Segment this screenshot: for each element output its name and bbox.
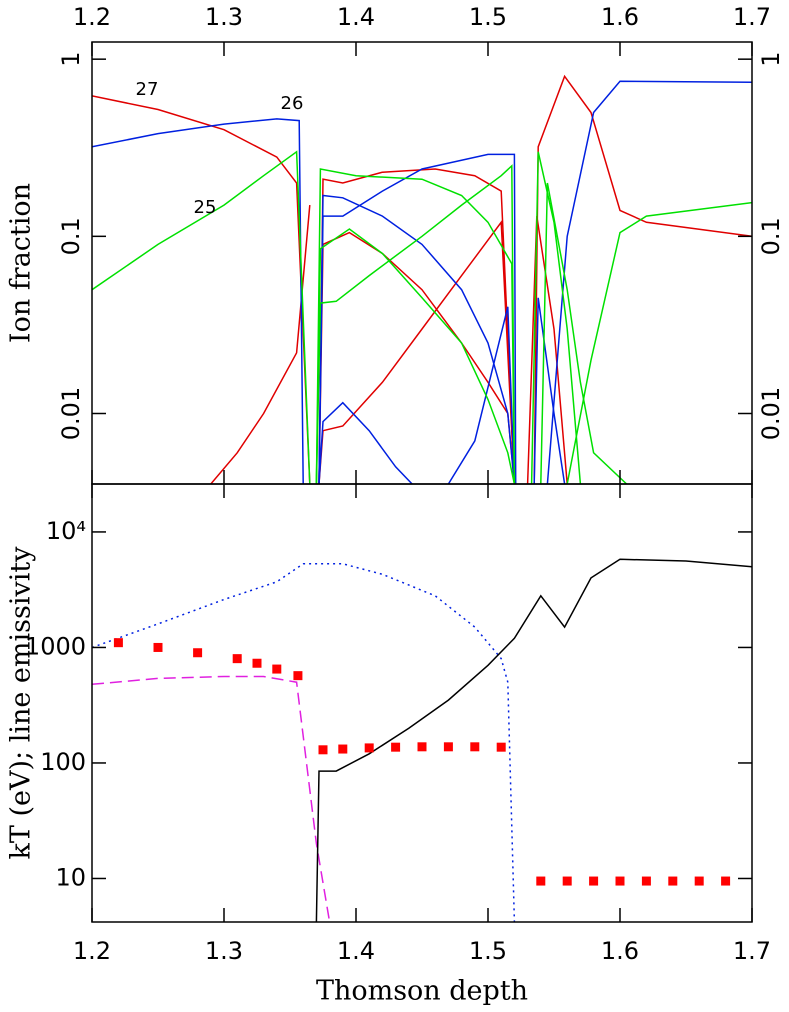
data-line: [210, 205, 311, 484]
y-tick-label: 1: [57, 52, 85, 67]
data-point: [153, 642, 163, 652]
y-tick-label: 1000: [25, 632, 86, 660]
data-point: [391, 742, 401, 752]
x-tick-label: 1.2: [73, 3, 111, 31]
x-tick-label: 1.5: [469, 3, 507, 31]
data-point: [252, 658, 262, 668]
data-line: [318, 231, 516, 484]
y-tick-label: 0.1: [57, 217, 85, 255]
data-point: [615, 876, 625, 886]
annotation: 26: [281, 93, 304, 114]
y-tick-label: 0.1: [757, 217, 785, 255]
y-axis-label: kT (eV); line emissivity: [6, 546, 37, 860]
data-point: [417, 742, 427, 752]
y-tick-label: 0.01: [757, 387, 785, 440]
data-line: [533, 74, 752, 484]
x-tick-label: 1.4: [337, 937, 375, 965]
data-point: [443, 742, 453, 752]
data-line: [92, 95, 311, 484]
data-line: [447, 306, 516, 484]
data-line: [315, 228, 516, 484]
y-tick-label: 10⁴: [46, 517, 86, 545]
y-tick-label: 1: [757, 52, 785, 67]
annotation: 27: [136, 79, 159, 100]
plot-area: [92, 74, 752, 484]
data-line: [318, 153, 517, 484]
data-point: [470, 742, 480, 752]
data-point: [641, 876, 651, 886]
data-point: [193, 648, 203, 658]
data-point: [589, 876, 599, 886]
x-tick-label: 1.6: [601, 937, 639, 965]
data-point: [272, 664, 282, 674]
data-point: [496, 742, 506, 752]
data-line: [566, 201, 752, 484]
y-tick-label: 0.01: [57, 387, 85, 440]
plot-frame: [91, 483, 753, 923]
x-tick-label: 1.7: [733, 3, 771, 31]
data-line: [92, 563, 516, 922]
data-line: [318, 194, 516, 484]
y-tick-label: 10: [55, 863, 86, 891]
data-line: [92, 118, 304, 484]
data-line: [315, 558, 752, 922]
data-point: [318, 745, 328, 755]
y-tick-label: 100: [40, 748, 86, 776]
data-line: [546, 80, 752, 484]
data-line: [318, 168, 516, 484]
x-tick-label: 1.6: [601, 3, 639, 31]
x-tick-label: 1.5: [469, 937, 507, 965]
data-line: [540, 182, 628, 484]
x-tick-label: 1.7: [733, 937, 771, 965]
data-line: [92, 150, 311, 484]
data-point: [364, 743, 374, 753]
y-axis-label: Ion fraction: [6, 183, 37, 343]
data-line: [92, 675, 331, 922]
plot-frame: [91, 41, 753, 485]
data-point: [562, 876, 572, 886]
data-line: [315, 164, 516, 484]
x-tick-label: 1.3: [205, 937, 243, 965]
x-tick-label: 1.3: [205, 3, 243, 31]
data-point: [113, 638, 123, 648]
data-line: [533, 297, 566, 484]
data-point: [338, 744, 348, 754]
data-point: [293, 671, 303, 681]
x-tick-label: 1.4: [337, 3, 375, 31]
data-point: [668, 876, 678, 886]
data-point: [536, 876, 546, 886]
data-line: [315, 168, 516, 484]
data-point: [721, 876, 731, 886]
data-point: [694, 876, 704, 886]
plot-area: [92, 558, 752, 922]
data-line: [318, 220, 516, 484]
data-line: [318, 401, 414, 484]
data-line: [530, 151, 582, 484]
x-axis-label: Thomson depth: [316, 976, 528, 1007]
x-tick-label: 1.2: [73, 937, 111, 965]
annotation: 25: [194, 197, 217, 218]
data-point: [232, 654, 242, 664]
